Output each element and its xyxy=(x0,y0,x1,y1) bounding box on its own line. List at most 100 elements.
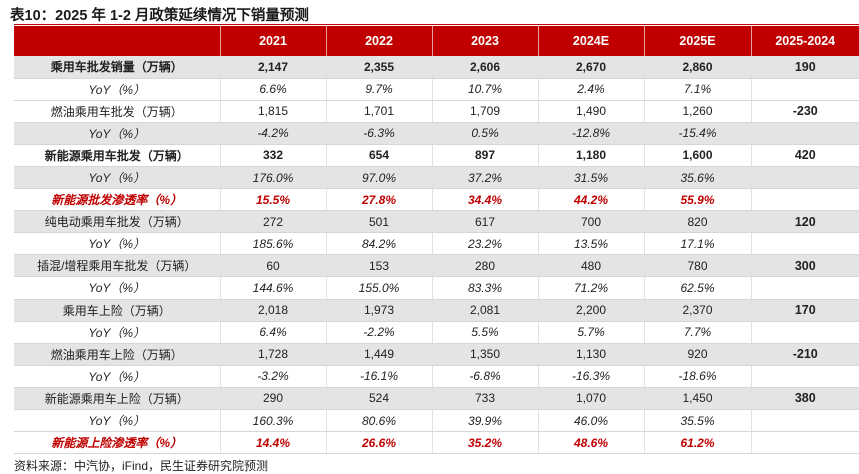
value-cell: 5.5% xyxy=(432,321,539,344)
row-label: YoY（%） xyxy=(14,122,221,145)
row-label: YoY（%） xyxy=(14,78,221,101)
value-cell: -16.3% xyxy=(538,365,645,388)
table-row: YoY（%） 144.6% 155.0% 83.3% 71.2% 62.5% xyxy=(14,276,859,300)
value-cell: 290 xyxy=(220,387,327,411)
row-label: YoY（%） xyxy=(14,409,221,433)
top-divider xyxy=(14,24,859,25)
value-cell: 1,815 xyxy=(220,100,327,123)
table-row: 纯电动乘用车批发（万辆） 272 501 617 700 820 120 xyxy=(14,210,859,234)
value-cell: 2,670 xyxy=(538,56,645,79)
value-cell: 6.6% xyxy=(220,78,327,101)
diff-cell xyxy=(751,122,859,145)
diff-cell: -210 xyxy=(751,343,859,366)
value-cell: -18.6% xyxy=(644,365,752,388)
diff-cell xyxy=(751,365,859,388)
header-cell-2021: 2021 xyxy=(220,26,327,56)
value-cell: 2,018 xyxy=(220,299,327,322)
value-cell: 15.5% xyxy=(220,188,327,212)
value-cell: 7.1% xyxy=(644,78,752,101)
header-row: 2021 2022 2023 2024E 2025E 2025-2024 xyxy=(14,26,859,56)
value-cell: 1,973 xyxy=(326,299,433,322)
value-cell: -15.4% xyxy=(644,122,752,145)
value-cell: 0.5% xyxy=(432,122,539,145)
value-cell: 9.7% xyxy=(326,78,433,101)
header-cell-label xyxy=(14,26,221,56)
diff-cell xyxy=(751,276,859,300)
value-cell: 2,860 xyxy=(644,56,752,79)
value-cell: 60 xyxy=(220,254,327,278)
sales-forecast-table: 2021 2022 2023 2024E 2025E 2025-2024 乘用车… xyxy=(14,26,859,455)
header-cell-diff: 2025-2024 xyxy=(751,26,859,56)
value-cell: 153 xyxy=(326,254,433,278)
value-cell: 26.6% xyxy=(326,431,433,455)
row-label: YoY（%） xyxy=(14,321,221,344)
row-label: 燃油乘用车批发（万辆） xyxy=(14,100,221,123)
value-cell: 155.0% xyxy=(326,276,433,300)
row-label: YoY（%） xyxy=(14,166,221,190)
value-cell: -6.8% xyxy=(432,365,539,388)
value-cell: 272 xyxy=(220,210,327,234)
value-cell: 34.4% xyxy=(432,188,539,212)
value-cell: 10.7% xyxy=(432,78,539,101)
header-cell-2022: 2022 xyxy=(326,26,433,56)
table-row: YoY（%） 6.6% 9.7% 10.7% 2.4% 7.1% xyxy=(14,78,859,101)
table-row: 新能源乘用车上险（万辆） 290 524 733 1,070 1,450 380 xyxy=(14,387,859,411)
value-cell: 6.4% xyxy=(220,321,327,344)
value-cell: 780 xyxy=(644,254,752,278)
value-cell: 83.3% xyxy=(432,276,539,300)
diff-cell: -230 xyxy=(751,100,859,123)
value-cell: 97.0% xyxy=(326,166,433,190)
value-cell: -16.1% xyxy=(326,365,433,388)
value-cell: 160.3% xyxy=(220,409,327,433)
value-cell: 1,600 xyxy=(644,144,752,167)
value-cell: 1,450 xyxy=(644,387,752,411)
value-cell: 13.5% xyxy=(538,232,645,256)
diff-cell xyxy=(751,78,859,101)
diff-cell: 170 xyxy=(751,299,859,322)
value-cell: 1,728 xyxy=(220,343,327,366)
value-cell: 7.7% xyxy=(644,321,752,344)
table-row: YoY（%） 176.0% 97.0% 37.2% 31.5% 35.6% xyxy=(14,166,859,190)
value-cell: 35.6% xyxy=(644,166,752,190)
value-cell: 1,701 xyxy=(326,100,433,123)
value-cell: 23.2% xyxy=(432,232,539,256)
value-cell: -2.2% xyxy=(326,321,433,344)
value-cell: 2,370 xyxy=(644,299,752,322)
table-row: YoY（%） -4.2% -6.3% 0.5% -12.8% -15.4% xyxy=(14,122,859,145)
table-row: YoY（%） 185.6% 84.2% 23.2% 13.5% 17.1% xyxy=(14,232,859,256)
value-cell: 1,709 xyxy=(432,100,539,123)
value-cell: 920 xyxy=(644,343,752,366)
value-cell: 897 xyxy=(432,144,539,167)
table-row: 乘用车上险（万辆） 2,018 1,973 2,081 2,200 2,370 170 xyxy=(14,299,859,322)
value-cell: 1,070 xyxy=(538,387,645,411)
table-row: 燃油乘用车上险（万辆） 1,728 1,449 1,350 1,130 920 -210 xyxy=(14,343,859,366)
value-cell: 44.2% xyxy=(538,188,645,212)
diff-cell: 300 xyxy=(751,254,859,278)
row-label: YoY（%） xyxy=(14,276,221,300)
diff-cell: 380 xyxy=(751,387,859,411)
value-cell: -4.2% xyxy=(220,122,327,145)
row-label: 新能源批发渗透率（%） xyxy=(14,188,221,212)
table-row: 乘用车批发销量（万辆） 2,147 2,355 2,606 2,670 2,860 190 xyxy=(14,56,859,79)
value-cell: 2,200 xyxy=(538,299,645,322)
value-cell: -3.2% xyxy=(220,365,327,388)
value-cell: 185.6% xyxy=(220,232,327,256)
value-cell: 48.6% xyxy=(538,431,645,455)
table-row: YoY（%） 6.4% -2.2% 5.5% 5.7% 7.7% xyxy=(14,321,859,344)
value-cell: 2,606 xyxy=(432,56,539,79)
table-row: 新能源批发渗透率（%） 15.5% 27.8% 34.4% 44.2% 55.9% xyxy=(14,188,859,212)
value-cell: 14.4% xyxy=(220,431,327,455)
source-note: 资料来源：中汽协，iFind，民生证券研究院预测 xyxy=(14,459,269,473)
diff-cell xyxy=(751,232,859,256)
row-label: 新能源乘用车批发（万辆） xyxy=(14,144,221,167)
value-cell: 84.2% xyxy=(326,232,433,256)
value-cell: 37.2% xyxy=(432,166,539,190)
value-cell: 71.2% xyxy=(538,276,645,300)
value-cell: 2.4% xyxy=(538,78,645,101)
table-row: YoY（%） 160.3% 80.6% 39.9% 46.0% 35.5% xyxy=(14,409,859,433)
header-cell-2023: 2023 xyxy=(432,26,539,56)
value-cell: 80.6% xyxy=(326,409,433,433)
table-title: 表10：2025 年 1-2 月政策延续情况下销量预测 xyxy=(10,8,309,24)
row-label: 纯电动乘用车批发（万辆） xyxy=(14,210,221,234)
value-cell: 1,180 xyxy=(538,144,645,167)
